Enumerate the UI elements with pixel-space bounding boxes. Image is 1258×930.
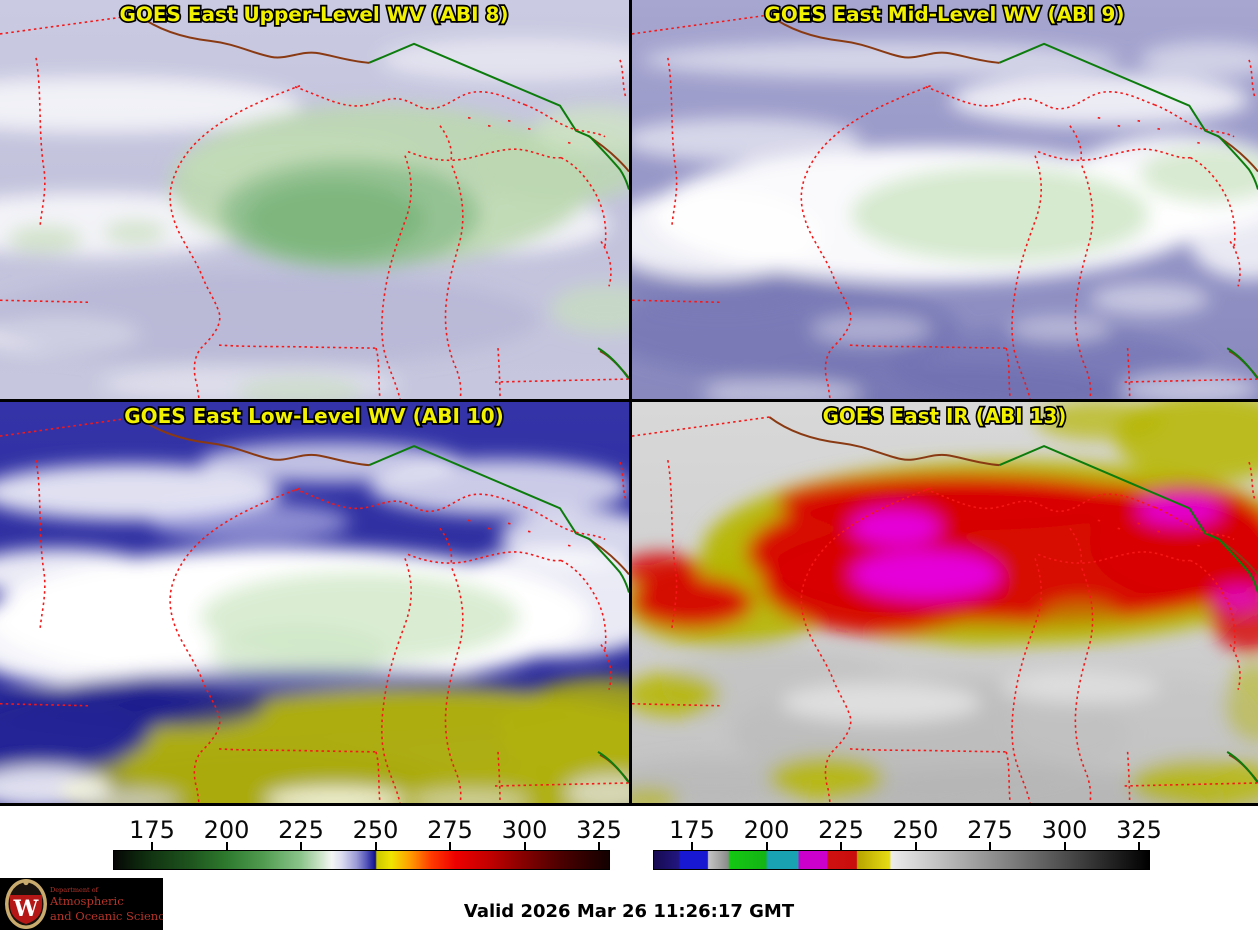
satellite-image-abi8: GOES East Upper-Level WV (ABI 8): [0, 0, 629, 399]
colorbar-tick-mark: [840, 842, 842, 850]
colorbar-tick-label: 275: [967, 816, 1013, 844]
colorbar-tick-mark: [449, 842, 451, 850]
colorbar-tick-mark: [989, 842, 991, 850]
colorbar-tick-label: 225: [278, 816, 324, 844]
colorbar-tick-label: 200: [203, 816, 250, 844]
satellite-image-abi9: GOES East Mid-Level WV (ABI 9): [632, 0, 1258, 399]
state-border-lines: [632, 14, 1258, 399]
colorbar-gradient-wv: [113, 850, 610, 870]
moisture-field: [632, 402, 1258, 803]
colorbar-tick-label: 275: [427, 816, 473, 844]
colorbar-tick-mark: [1138, 842, 1140, 850]
state-border-lines: [0, 14, 629, 399]
colorbar-tick-mark: [151, 842, 153, 850]
logo-name-line2: and Oceanic Sciences: [50, 909, 163, 923]
panel-abi8: GOES East Upper-Level WV (ABI 8): [0, 0, 629, 399]
moisture-field: [0, 442, 629, 803]
international-border-lines: [998, 42, 1258, 380]
state-border-lines: [0, 416, 629, 803]
colorbar-area: 175 200 225 250 275 300 325 175 200 225 250 275 300…: [0, 806, 1258, 878]
panel-title: GOES East Low-Level WV (ABI 10): [124, 404, 504, 428]
logo-dept-line: Department of: [50, 886, 99, 894]
colorbar-tick-mark: [914, 842, 917, 850]
state-border-lines: [632, 416, 1258, 803]
colorbar-tick-label: 325: [576, 816, 622, 844]
uw-aos-logo: W Department of Atmospheric and Oceanic …: [0, 878, 163, 930]
panel-title: GOES East Upper-Level WV (ABI 8): [119, 2, 508, 26]
colorbar-tick-mark: [765, 842, 768, 850]
crest-monogram: W: [13, 896, 39, 922]
map-borders-overlay: [632, 416, 1258, 803]
colorbar-tick-mark: [1063, 842, 1066, 850]
footer: W Department of Atmospheric and Oceanic …: [0, 878, 1258, 930]
colorbar-tick-label: 175: [129, 816, 175, 844]
moisture-field: [632, 41, 1258, 399]
colorbar-tick-label: 225: [818, 816, 864, 844]
international-border-lines: [368, 42, 629, 380]
panel-abi9: GOES East Mid-Level WV (ABI 9): [632, 0, 1258, 399]
logo-name-line1: Atmospheric: [49, 894, 124, 908]
colorbar-tick-mark: [300, 842, 302, 850]
panel-abi10: GOES East Low-Level WV (ABI 10): [0, 402, 629, 803]
valid-time-text: Valid 2026 Mar 26 11:26:17 GMT: [463, 901, 795, 922]
map-borders-overlay: [632, 14, 1258, 399]
colorbar-tick-label: 300: [1041, 816, 1088, 844]
colorbar-tick-label: 250: [352, 816, 399, 844]
map-borders-overlay: [0, 416, 629, 803]
map-borders-overlay: [0, 14, 629, 399]
colorbar-tick-label: 200: [743, 816, 790, 844]
colorbar-tick-mark: [225, 842, 228, 850]
colorbar-tick-label: 325: [1116, 816, 1162, 844]
satellite-panels-grid: GOES East Upper-Level WV (ABI 8) GOES Ea…: [0, 0, 1258, 806]
panel-title: GOES East Mid-Level WV (ABI 9): [765, 3, 1125, 26]
moisture-field: [0, 37, 629, 399]
panel-abi13: GOES East IR (ABI 13): [632, 402, 1258, 803]
colorbar-tick-mark: [691, 842, 693, 850]
satellite-image-abi10: GOES East Low-Level WV (ABI 10): [0, 402, 629, 803]
uw-aos-logo-graphic: W Department of Atmospheric and Oceanic …: [0, 878, 163, 930]
panel-title: GOES East IR (ABI 13): [823, 404, 1067, 428]
colorbar-gradient-ir: [653, 850, 1150, 870]
ir-colorbar: 175 200 225 250 275 300 325: [653, 806, 1162, 878]
colorbar-tick-mark: [598, 842, 600, 850]
international-border-lines: [368, 445, 629, 784]
wv-colorbar: 175 200 225 250 275 300 325: [113, 806, 622, 878]
uw-crest-icon: W: [5, 879, 47, 929]
colorbar-tick-label: 250: [892, 816, 939, 844]
colorbar-tick-mark: [374, 842, 377, 850]
colorbar-tick-mark: [523, 842, 526, 850]
colorbar-tick-label: 300: [501, 816, 548, 844]
satellite-image-abi13: GOES East IR (ABI 13): [632, 402, 1258, 803]
international-border-lines: [998, 445, 1258, 784]
colorbar-tick-label: 175: [669, 816, 715, 844]
